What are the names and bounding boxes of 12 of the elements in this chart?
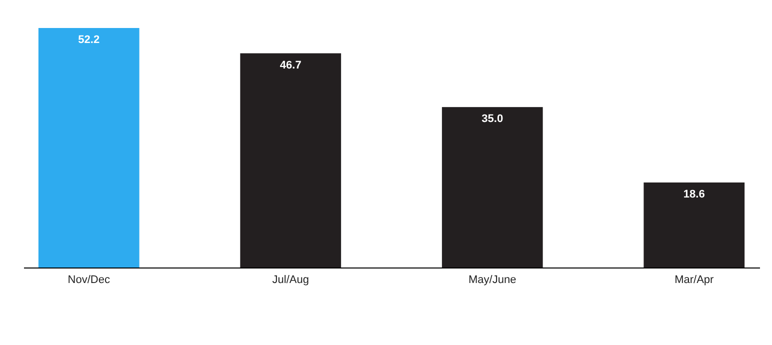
bar [38, 28, 140, 268]
data-label: 35.0 [482, 113, 504, 126]
x-tick-label: Nov/Dec [68, 274, 110, 286]
x-tick-label: Mar/Apr [674, 274, 714, 286]
x-tick-label: May/June [468, 274, 516, 286]
data-label: 52.2 [78, 34, 100, 46]
data-label: 18.6 [683, 188, 705, 200]
bar [644, 182, 745, 268]
data-label: 46.7 [280, 59, 302, 72]
x-tick-label: Jul/Aug [272, 274, 309, 286]
bar [240, 53, 342, 268]
bar [442, 107, 543, 268]
